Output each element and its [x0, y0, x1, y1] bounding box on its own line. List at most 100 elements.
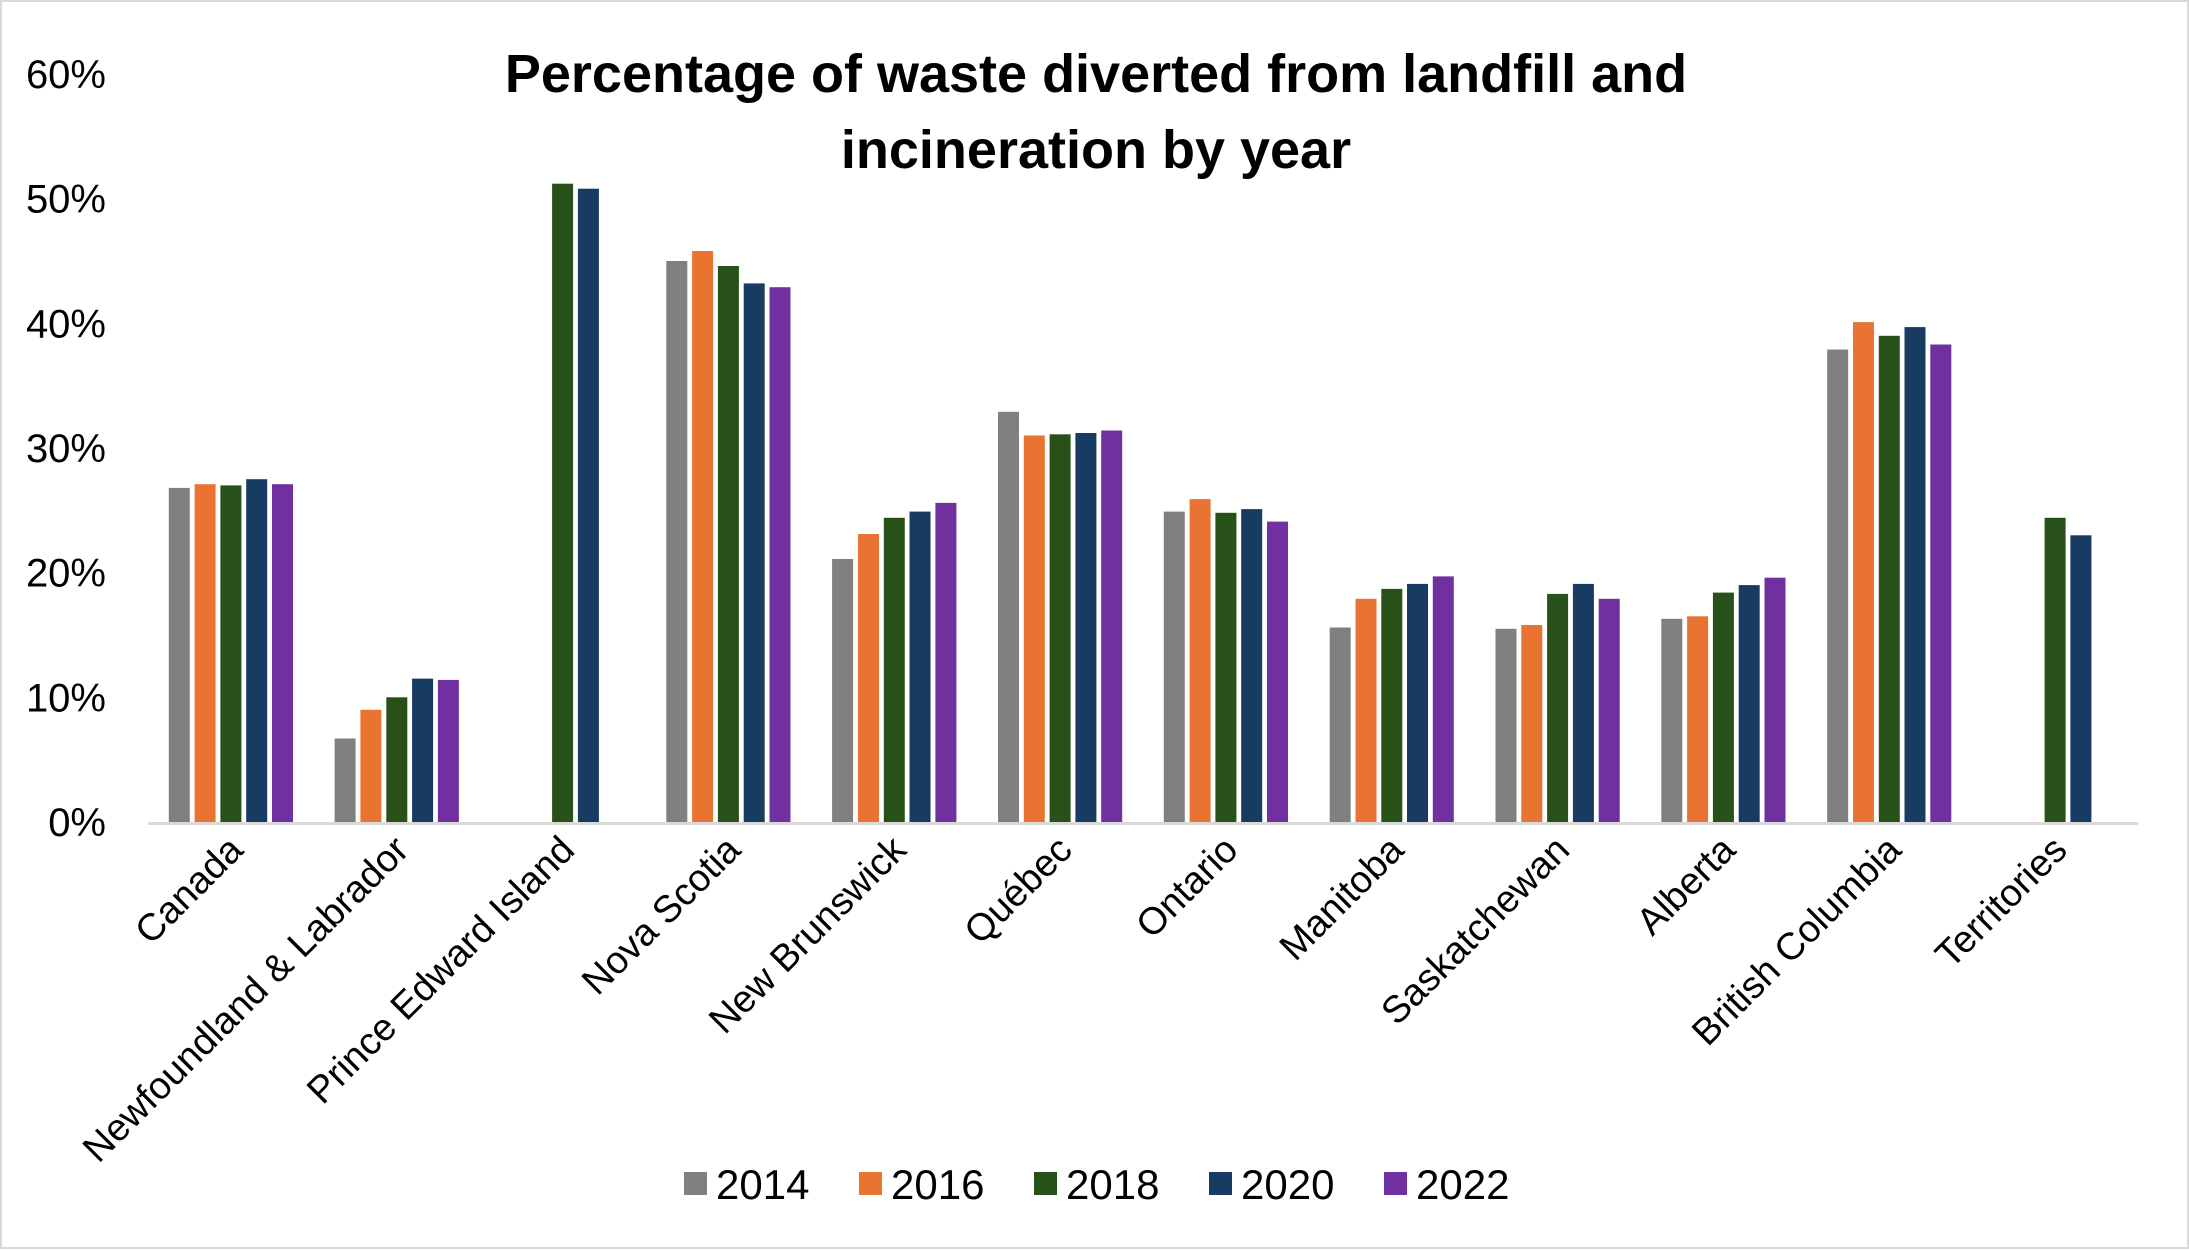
legend-swatch — [1034, 1172, 1057, 1195]
bar-2016 — [360, 709, 382, 822]
legend-swatch — [1384, 1172, 1407, 1195]
bar-2016 — [858, 534, 879, 822]
bar-2020 — [1904, 327, 1926, 822]
bar-2016 — [1355, 598, 1377, 822]
bar-2016 — [692, 251, 714, 822]
x-tick-label: Alberta — [1629, 828, 1744, 943]
bar-2016 — [1023, 435, 1045, 822]
chart-title: Percentage of waste diverted from landfi… — [505, 44, 1687, 180]
bar-2014 — [998, 411, 1019, 822]
bar-2018 — [883, 517, 905, 822]
x-tick-label: Manitoba — [1272, 828, 1413, 969]
bar-group — [998, 411, 1123, 822]
bar-2016 — [1687, 616, 1709, 822]
bar-group — [832, 502, 957, 822]
bar-2022 — [769, 287, 791, 822]
x-tick-label: Prince Edward Island — [299, 829, 583, 1113]
bar-group — [666, 251, 791, 822]
bar-2020 — [1738, 585, 1760, 822]
bar-2020 — [1572, 583, 1594, 822]
bar-group — [552, 183, 599, 822]
bar-2020 — [412, 678, 434, 822]
bar-2020 — [909, 511, 931, 822]
bar-group — [2044, 517, 2092, 822]
bar-2022 — [1598, 598, 1620, 822]
bar-2020 — [577, 188, 599, 822]
chart-title-line-2: incineration by year — [841, 120, 1351, 180]
legend-swatch — [859, 1172, 882, 1195]
bar-2014 — [334, 738, 356, 822]
bar-2018 — [386, 697, 408, 822]
bar-2014 — [1329, 627, 1351, 822]
bar-2014 — [666, 261, 688, 822]
bar-2014 — [832, 559, 854, 822]
x-tick-label: Nova Scotia — [574, 828, 749, 1003]
legend-label: 2020 — [1241, 1161, 1334, 1208]
y-tick-label: 40% — [26, 302, 106, 346]
legend-item: 2018 — [1034, 1161, 1159, 1208]
y-tick-label: 0% — [48, 801, 106, 845]
x-tick-label: Territories — [1928, 829, 2076, 977]
y-tick-label: 30% — [26, 427, 106, 471]
bar-2022 — [1101, 430, 1123, 822]
y-tick-label: 20% — [26, 552, 106, 596]
bar-2018 — [552, 183, 574, 822]
y-tick-label: 50% — [26, 178, 106, 222]
legend-label: 2014 — [716, 1161, 809, 1208]
x-tick-label: Ontario — [1128, 829, 1246, 947]
bar-2018 — [1381, 588, 1403, 822]
legend-swatch — [1209, 1172, 1232, 1195]
legend-label: 2016 — [891, 1161, 984, 1208]
bar-group — [1495, 583, 1620, 822]
bar-2018 — [1049, 434, 1071, 822]
bar-2016 — [1189, 499, 1211, 822]
bar-2022 — [1267, 521, 1288, 822]
legend-label: 2018 — [1066, 1161, 1159, 1208]
legend-label: 2022 — [1416, 1161, 1509, 1208]
bar-2014 — [1661, 618, 1683, 822]
bar-2018 — [1215, 512, 1237, 822]
legend-item: 2022 — [1384, 1161, 1509, 1208]
bar-group — [334, 678, 459, 822]
bar-2020 — [246, 479, 268, 822]
bars — [168, 183, 2092, 822]
bar-group — [1661, 577, 1786, 822]
y-tick-label: 10% — [26, 676, 106, 720]
bar-2022 — [935, 502, 957, 822]
legend-swatch — [684, 1172, 707, 1195]
bar-2018 — [1878, 335, 1900, 822]
bar-2020 — [1407, 583, 1428, 822]
bar-2018 — [717, 266, 739, 822]
bar-group — [168, 479, 293, 822]
bar-2022 — [1930, 344, 1952, 822]
bar-2014 — [1827, 349, 1849, 822]
bar-group — [1827, 322, 1952, 822]
bar-2016 — [1853, 322, 1874, 822]
x-tick-label: Canada — [127, 828, 251, 952]
chart-title-line-1: Percentage of waste diverted from landfi… — [505, 44, 1687, 104]
legend: 2014 2016 2018 2020 2022 — [684, 1161, 1509, 1208]
bar-2022 — [272, 484, 293, 822]
y-axis: 0% 10% 20% 30% 40% 50% 60% — [26, 53, 106, 845]
bar-2016 — [1521, 625, 1543, 822]
bar-2022 — [437, 679, 459, 822]
x-tick-label: Québec — [957, 829, 1081, 953]
x-tick-label: Newfoundland & Labrador — [75, 828, 417, 1170]
bar-2014 — [1495, 628, 1517, 822]
legend-item: 2016 — [859, 1161, 984, 1208]
legend-item: 2020 — [1209, 1161, 1334, 1208]
bar-2020 — [743, 283, 765, 822]
bar-2022 — [1432, 576, 1454, 822]
bar-2016 — [194, 484, 216, 822]
legend-item: 2014 — [684, 1161, 809, 1208]
bar-2020 — [1241, 509, 1263, 822]
bar-2018 — [1712, 592, 1734, 822]
bar-2014 — [168, 487, 190, 822]
bar-2020 — [2070, 535, 2092, 822]
bar-2014 — [1163, 511, 1185, 822]
bar-2018 — [220, 485, 242, 822]
y-tick-label: 60% — [26, 53, 106, 97]
